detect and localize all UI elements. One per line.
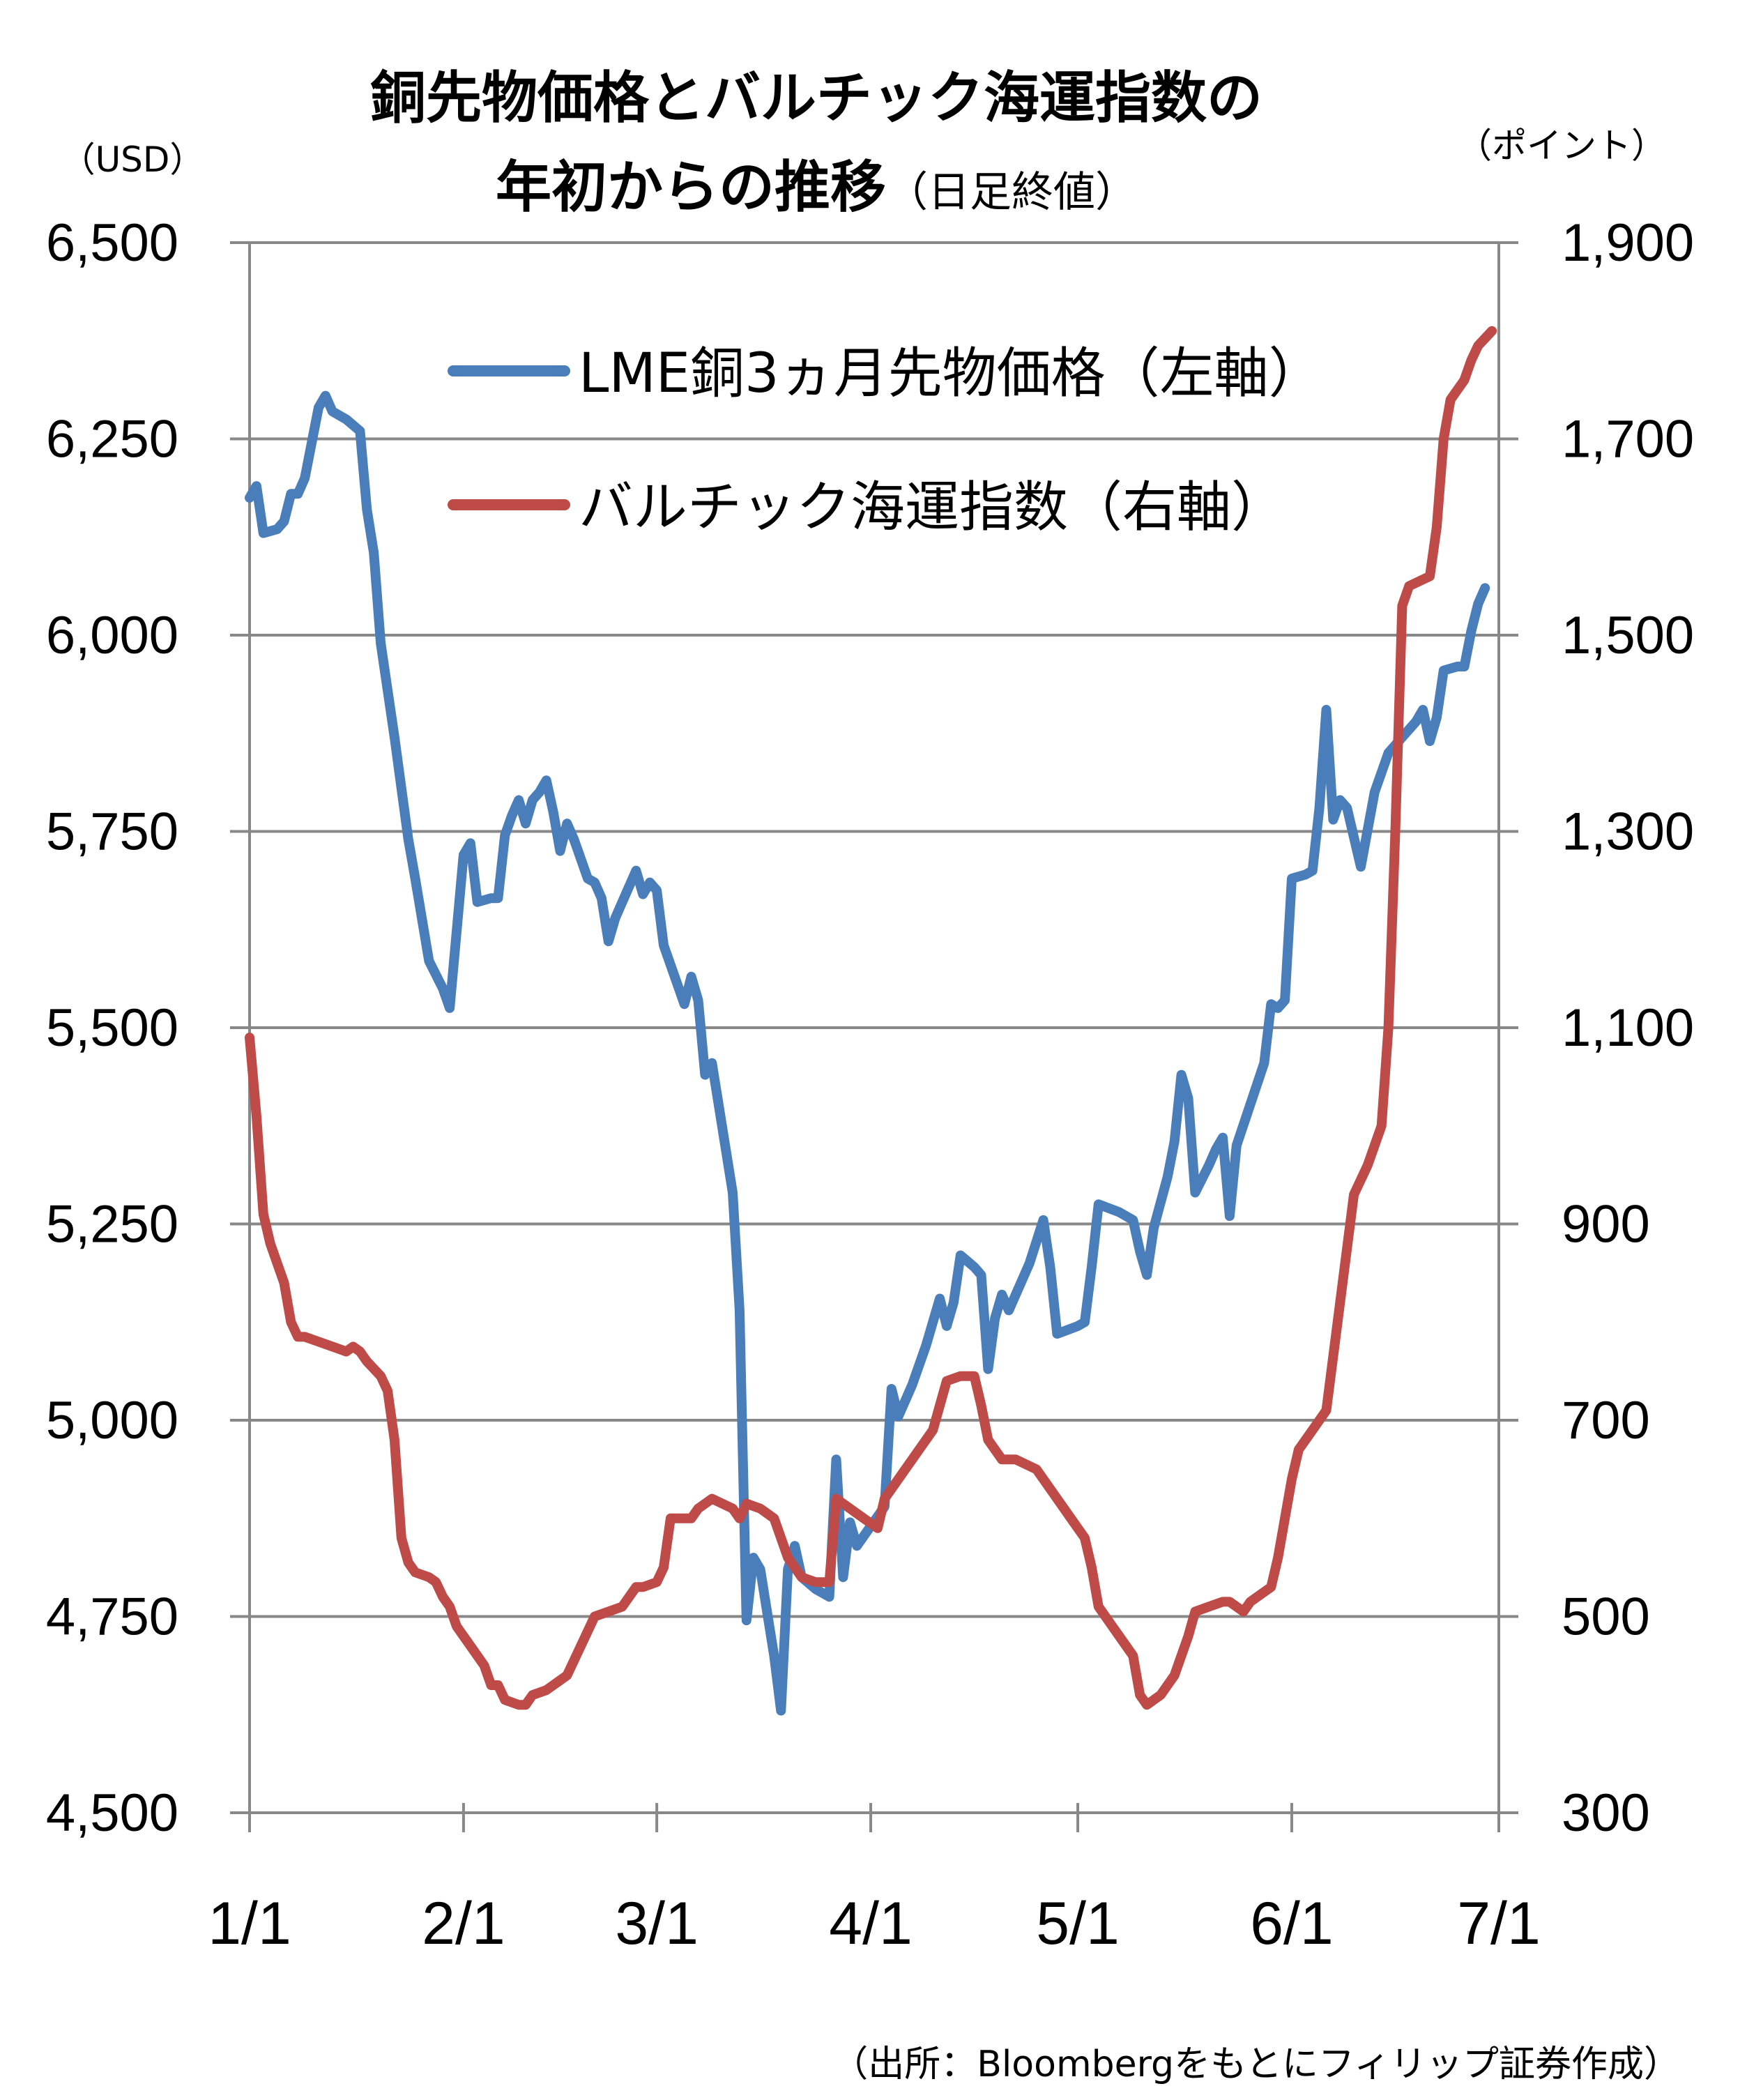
y-right-unit: （ポイント）	[1457, 125, 1666, 166]
y-left-tick-label: 5,250	[46, 1195, 178, 1254]
y-right-tick-label: 900	[1562, 1195, 1650, 1254]
x-tick-label: 3/1	[615, 1890, 699, 1957]
chart-title-line2-main: 年初からの推移	[496, 155, 886, 220]
axes	[230, 241, 1518, 1832]
x-tick-label: 7/1	[1457, 1890, 1541, 1957]
y-left-tick-label: 6,000	[46, 606, 178, 665]
y-left-tick-label: 6,500	[46, 213, 178, 273]
chart-title-line1: 銅先物価格とバルチック海運指数の	[370, 66, 1262, 130]
y-right-tick-label: 1,700	[1562, 410, 1694, 469]
y-right-tick-label: 1,100	[1562, 998, 1694, 1058]
y-right-tick-labels: 300 500 700 900 1,100 1,300 1,500 1,700 1,900	[1562, 213, 1694, 1843]
x-tick-label: 1/1	[208, 1890, 291, 1957]
chart-title-line2-sub: （日足終値）	[886, 168, 1137, 217]
y-left-tick-label: 5,750	[46, 802, 178, 862]
series-line-bdi	[245, 326, 1497, 1710]
y-left-tick-label: 5,500	[46, 998, 178, 1058]
y-left-tick-label: 4,500	[46, 1783, 178, 1843]
y-right-tick-label: 300	[1562, 1783, 1650, 1843]
grid-lines	[250, 241, 1499, 1618]
x-tick-label: 6/1	[1250, 1890, 1334, 1957]
x-tick-label: 4/1	[829, 1890, 913, 1957]
y-left-tick-label: 4,750	[46, 1588, 178, 1647]
x-tick-label: 5/1	[1036, 1890, 1120, 1957]
x-tick-labels: 1/1 2/1 3/1 4/1 5/1 6/1 7/1	[208, 1890, 1541, 1957]
legend: LME銅3ヵ月先物価格（左軸） バルチック海運指数（右軸）	[448, 342, 1323, 539]
y-right-tick-label: 1,900	[1562, 213, 1694, 273]
y-right-tick-label: 1,300	[1562, 802, 1694, 862]
y-left-unit: （USD）	[61, 139, 205, 180]
y-right-tick-label: 700	[1562, 1391, 1650, 1450]
legend-label-copper: LME銅3ヵ月先物価格（左軸）	[579, 342, 1323, 405]
y-left-tick-label: 5,000	[46, 1391, 178, 1450]
legend-label-bdi: バルチック海運指数（右軸）	[579, 476, 1286, 539]
y-left-tick-label: 6,250	[46, 410, 178, 469]
y-right-tick-label: 1,500	[1562, 606, 1694, 665]
y-right-tick-label: 500	[1562, 1588, 1650, 1647]
source-note: （出所：Bloombergをもとにフィリップ証券作成）	[832, 2044, 1680, 2085]
y-left-tick-labels: 4,500 4,750 5,000 5,250 5,500 5,750 6,000 6,250…	[46, 213, 178, 1843]
chart-title-line2: 年初からの推移（日足終値）	[496, 155, 1137, 220]
x-tick-label: 2/1	[422, 1890, 505, 1957]
series-lines	[245, 326, 1497, 1716]
